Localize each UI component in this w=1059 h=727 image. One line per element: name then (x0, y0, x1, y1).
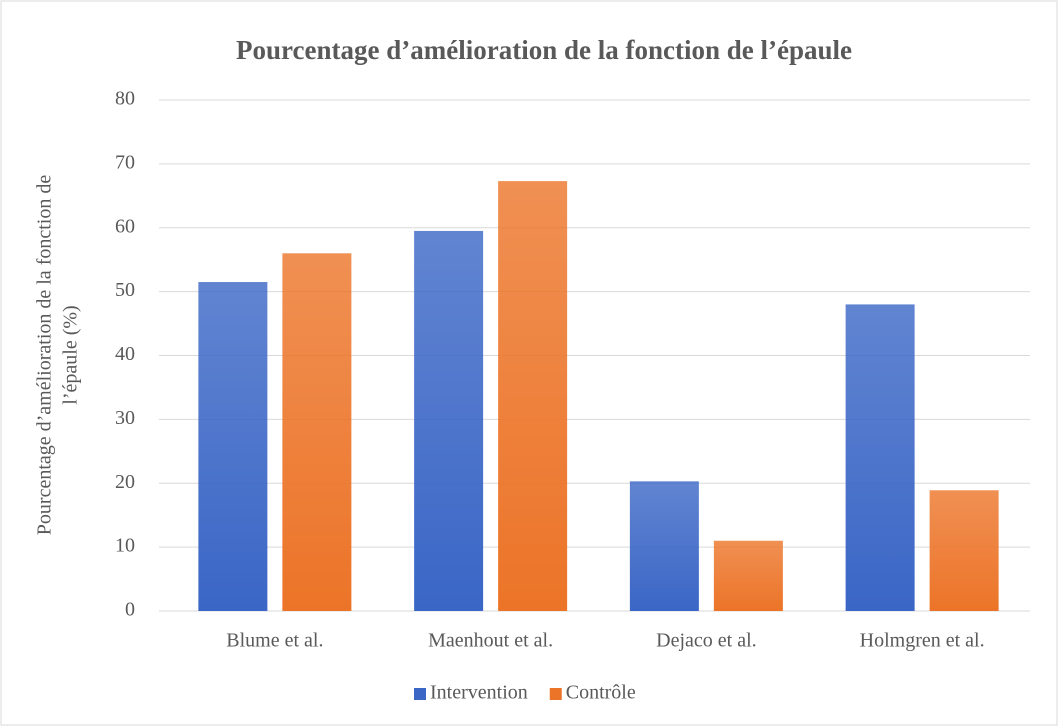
y-tick-label: 60 (115, 215, 135, 237)
legend-swatch (414, 688, 426, 700)
x-tick-label: Dejaco et al. (656, 630, 757, 652)
x-tick-label: Maenhout et al. (428, 630, 553, 652)
y-tick-label: 80 (115, 88, 135, 110)
bar (845, 304, 915, 611)
x-tick-label: Holmgren et al. (860, 630, 985, 652)
y-tick-label: 10 (115, 535, 135, 557)
bar (282, 253, 352, 612)
bar (929, 490, 999, 611)
bar (629, 481, 699, 611)
bar (198, 282, 268, 611)
y-axis-label: Pourcentage d’amélioration de la fonctio… (34, 175, 56, 536)
legend-swatch (549, 688, 562, 700)
y-tick-label: 70 (115, 151, 135, 173)
bar (498, 181, 568, 611)
legend-label: Intervention (430, 682, 528, 704)
bar (713, 540, 783, 611)
y-tick-label: 20 (115, 471, 135, 493)
y-tick-label: 30 (115, 407, 135, 429)
y-tick-label: 50 (115, 279, 135, 301)
y-tick-label: 0 (125, 599, 135, 621)
chart-title: Pourcentage d’amélioration de la fonctio… (236, 35, 852, 65)
y-tick-label: 40 (115, 343, 135, 365)
bar (414, 230, 484, 611)
legend-label: Contrôle (566, 682, 636, 704)
x-tick-label: Blume et al. (226, 630, 323, 652)
y-axis-label: l’épaule (%) (60, 305, 82, 404)
